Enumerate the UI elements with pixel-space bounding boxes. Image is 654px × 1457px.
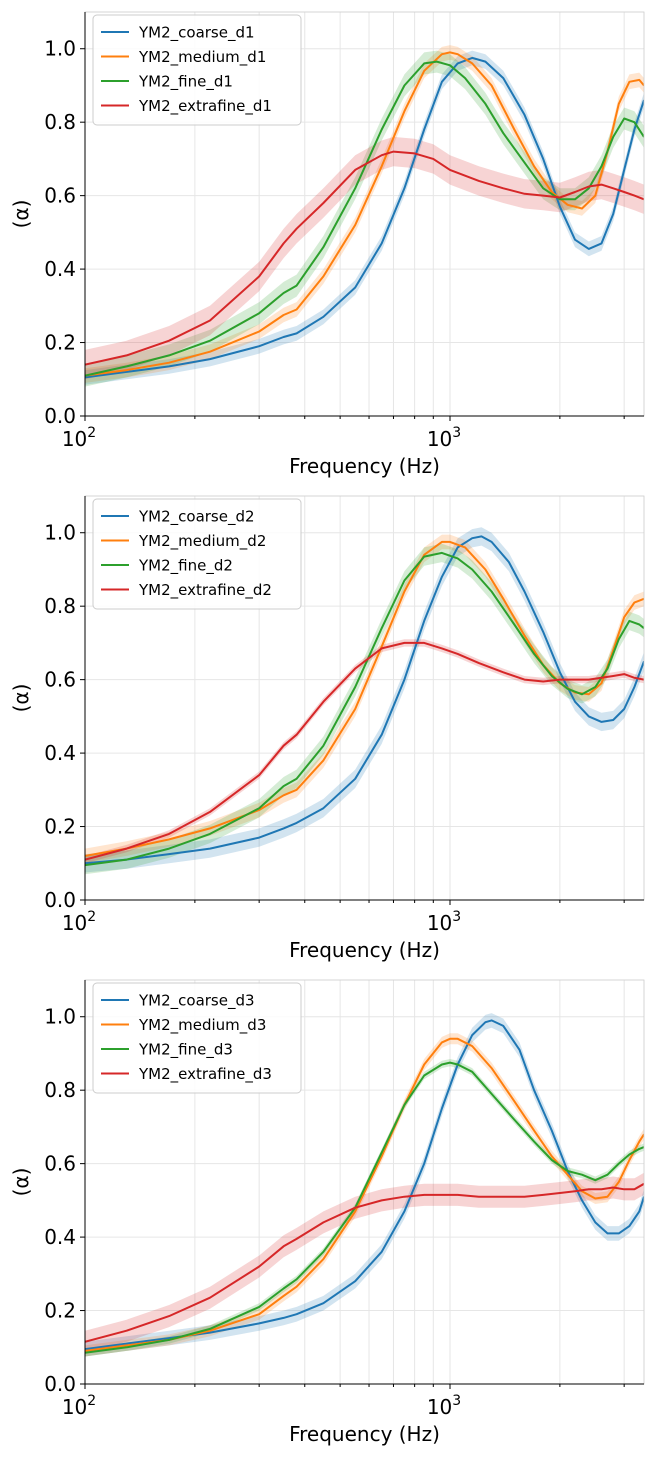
y-tick-label: 1.0: [44, 1005, 76, 1029]
series-line: [85, 60, 644, 377]
series-band: [85, 1033, 644, 1357]
legend-label: YM2_fine_d2: [138, 557, 233, 576]
legend: YM2_coarse_d1 YM2_medium_d1 YM2_fine_d1 YM2…: [92, 14, 302, 126]
x-tick-label: 102: [62, 1393, 96, 1419]
series-line: [85, 535, 644, 865]
y-tick-label: 0.2: [44, 331, 76, 355]
chart-panel-3: 0.0 0.2 0.4 0.6 0.8 1.0 102 103 Frequency (Hz) (α…: [9, 979, 645, 1446]
y-tick-label: 0.0: [44, 404, 76, 428]
legend: YM2_coarse_d3 YM2_medium_d3 YM2_fine_d3 YM2…: [92, 982, 302, 1094]
y-tick-label: 0.4: [44, 1225, 76, 1249]
x-tick-label: 103: [427, 425, 461, 451]
plot-area: [85, 527, 644, 875]
series-line: [85, 540, 644, 857]
series-band: [85, 639, 644, 864]
y-tick-label: 0.6: [44, 668, 76, 692]
legend-label: YM2_extrafine_d2: [138, 581, 272, 600]
plot-area: [85, 1013, 644, 1357]
y-axis-label: (α): [9, 1168, 33, 1197]
series-line: [85, 1037, 644, 1352]
legend-label: YM2_coarse_d1: [138, 24, 255, 43]
chart-panel-2: 0.0 0.2 0.4 0.6 0.8 1.0 102 103 Frequency (Hz) (α…: [9, 495, 645, 962]
y-tick-label: 0.4: [44, 257, 76, 281]
series-line: [85, 641, 644, 861]
x-axis-label: Frequency (Hz): [289, 938, 440, 962]
series-line: [85, 551, 644, 867]
y-tick-label: 0.8: [44, 594, 76, 618]
y-tick-label: 0.0: [44, 888, 76, 912]
x-tick-label: 103: [427, 909, 461, 935]
y-tick-label: 1.0: [44, 37, 76, 61]
y-tick-label: 0.8: [44, 110, 76, 134]
legend-label: YM2_coarse_d3: [138, 992, 255, 1011]
legend-label: YM2_fine_d3: [138, 1041, 233, 1060]
legend: YM2_coarse_d2 YM2_medium_d2 YM2_fine_d2 YM2…: [92, 498, 302, 610]
y-axis-label: (α): [9, 200, 33, 229]
legend-box: [92, 498, 302, 610]
y-tick-label: 0.8: [44, 1078, 76, 1102]
x-tick-label: 102: [62, 425, 96, 451]
series-line: [85, 1061, 644, 1354]
y-tick-label: 0.6: [44, 184, 76, 208]
legend-box: [92, 14, 302, 126]
x-axis-label: Frequency (Hz): [289, 454, 440, 478]
y-tick-label: 0.0: [44, 1372, 76, 1396]
series-line: [85, 1182, 644, 1343]
series-band: [85, 136, 644, 380]
legend-label: YM2_extrafine_d3: [138, 1065, 272, 1084]
y-tick-label: 0.4: [44, 741, 76, 765]
legend-label: YM2_fine_d1: [138, 73, 233, 92]
chart-panel-1: 0.0 0.2 0.4 0.6 0.8 1.0 102 103 Frequency (Hz) (α…: [9, 11, 645, 478]
plot-area: [85, 45, 644, 387]
series-line: [85, 150, 644, 366]
legend-label: YM2_medium_d1: [138, 48, 266, 67]
legend-label: YM2_coarse_d2: [138, 508, 255, 527]
series-line: [85, 56, 644, 379]
series-line: [85, 51, 644, 377]
series-band: [85, 1172, 644, 1353]
y-tick-label: 0.2: [44, 1299, 76, 1323]
x-tick-label: 103: [427, 1393, 461, 1419]
legend-label: YM2_extrafine_d1: [138, 97, 272, 116]
y-axis-label: (α): [9, 684, 33, 713]
legend-label: YM2_medium_d2: [138, 532, 266, 551]
legend-label: YM2_medium_d3: [138, 1016, 266, 1035]
y-tick-label: 0.2: [44, 815, 76, 839]
y-tick-label: 0.6: [44, 1152, 76, 1176]
x-tick-label: 102: [62, 909, 96, 935]
legend-box: [92, 982, 302, 1094]
x-axis-label: Frequency (Hz): [289, 1422, 440, 1446]
y-tick-label: 1.0: [44, 521, 76, 545]
series-line: [85, 1019, 644, 1351]
